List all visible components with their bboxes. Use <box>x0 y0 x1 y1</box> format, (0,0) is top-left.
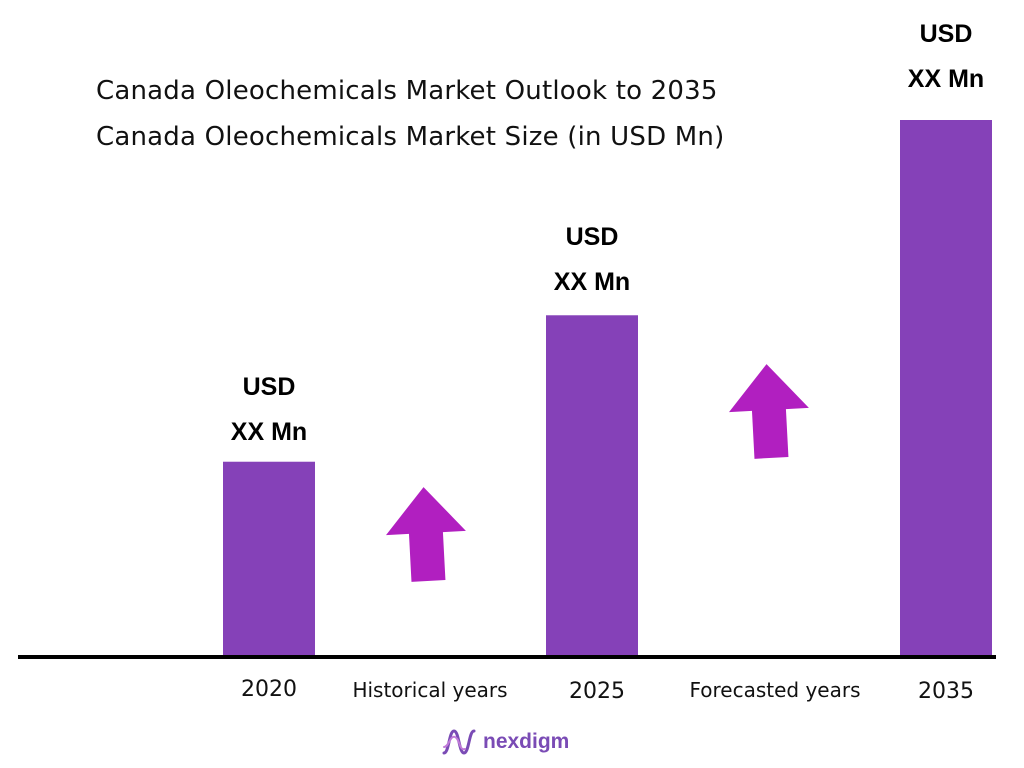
data-label-2020-line1: USD <box>242 373 296 401</box>
bars-group <box>223 120 992 657</box>
period-label-historical: Historical years <box>352 678 508 702</box>
chart-subtitle: Canada Oleochemicals Market Size (in USD… <box>96 122 725 152</box>
bar-2025 <box>546 315 638 657</box>
period-label-forecasted: Forecasted years <box>689 678 861 702</box>
brand-logo: nexdigm <box>441 726 569 758</box>
chart-title: Canada Oleochemicals Market Outlook to 2… <box>96 76 718 106</box>
data-label-2020: USD XX Mn <box>189 365 349 455</box>
brand-name: nexdigm <box>483 730 570 753</box>
data-label-2035-line1: USD <box>919 20 973 48</box>
data-label-2035: USD XX Mn <box>866 12 1024 102</box>
data-label-2025: USD XX Mn <box>512 215 672 305</box>
data-label-2025-line1: USD <box>565 223 619 251</box>
bar-2035 <box>900 120 992 657</box>
growth-arrow-forecasted-icon <box>729 364 809 459</box>
x-tick-2035: 2035 <box>918 679 974 704</box>
growth-arrows-group <box>386 364 809 582</box>
data-label-2035-line2: XX Mn <box>907 65 985 93</box>
x-tick-2025: 2025 <box>569 679 625 704</box>
nexdigm-wave-icon <box>442 729 476 755</box>
x-tick-2020: 2020 <box>241 677 297 702</box>
data-label-2025-line2: XX Mn <box>553 268 631 296</box>
bar-2020 <box>223 461 315 657</box>
growth-arrow-historical-icon <box>386 487 466 582</box>
data-label-2020-line2: XX Mn <box>230 418 308 446</box>
